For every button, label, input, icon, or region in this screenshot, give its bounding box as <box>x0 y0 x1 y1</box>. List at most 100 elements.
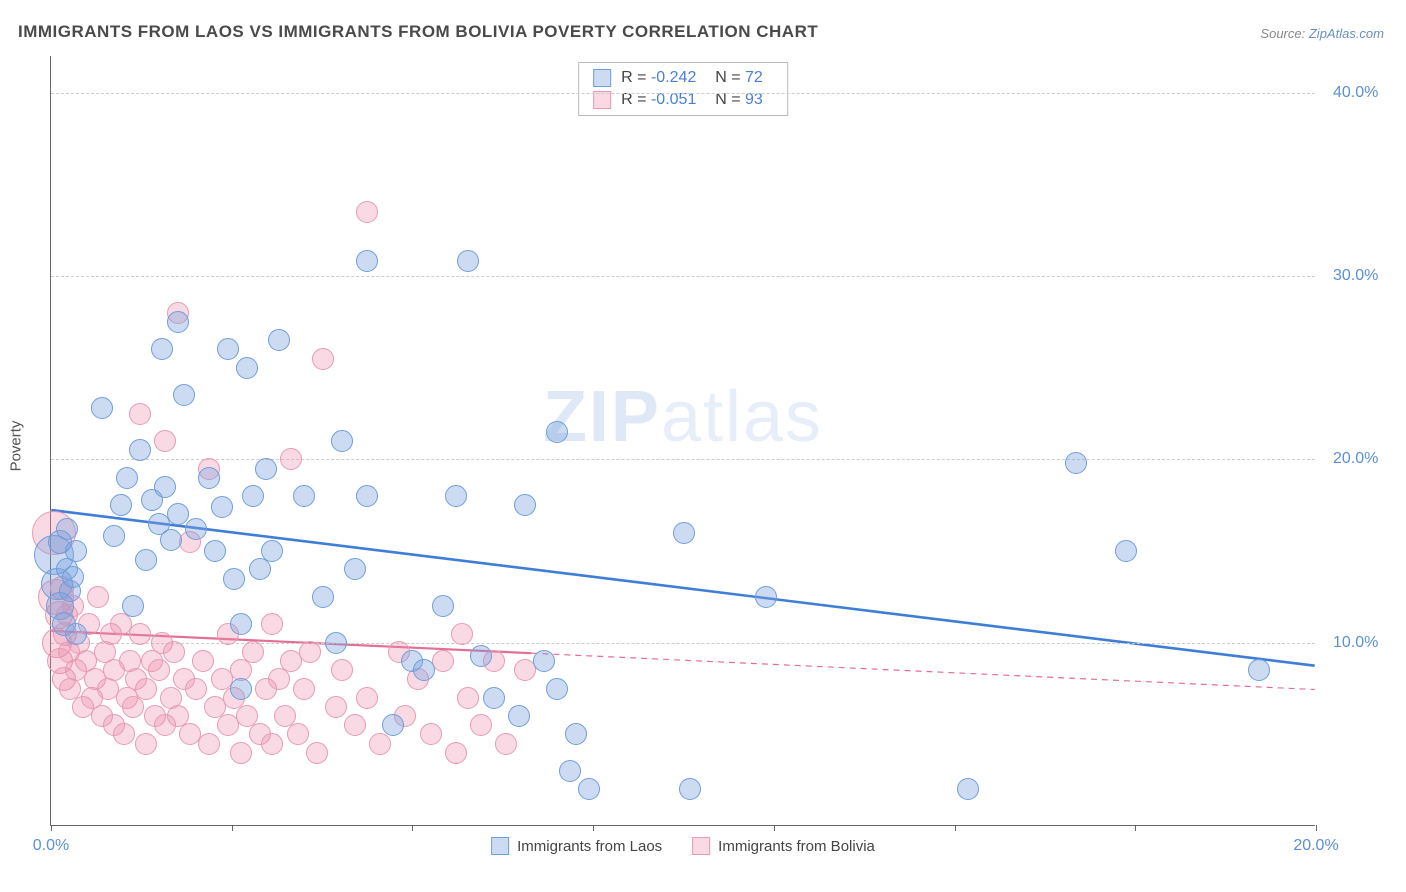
point-series-a <box>154 476 176 498</box>
point-series-a <box>546 678 568 700</box>
point-series-b <box>312 348 334 370</box>
chart-title: IMMIGRANTS FROM LAOS VS IMMIGRANTS FROM … <box>18 22 818 42</box>
x-tick <box>955 825 956 831</box>
point-series-a <box>445 485 467 507</box>
x-tick <box>1316 825 1317 831</box>
point-series-b <box>280 448 302 470</box>
correlation-stats-box: R = -0.242 N = 72R = -0.051 N = 93 <box>578 62 788 116</box>
point-series-a <box>312 586 334 608</box>
stat-row: R = -0.242 N = 72 <box>579 67 787 89</box>
point-series-a <box>242 485 264 507</box>
point-series-b <box>230 742 252 764</box>
point-series-a <box>65 623 87 645</box>
y-axis-label: Poverty <box>8 421 25 472</box>
point-series-a <box>223 568 245 590</box>
point-series-b <box>287 723 309 745</box>
point-series-b <box>122 696 144 718</box>
point-series-a <box>151 338 173 360</box>
point-series-b <box>198 733 220 755</box>
gridline <box>51 276 1315 277</box>
point-series-b <box>135 678 157 700</box>
point-series-a <box>91 397 113 419</box>
point-series-a <box>1065 452 1087 474</box>
x-tick <box>593 825 594 831</box>
point-series-b <box>261 733 283 755</box>
point-series-a <box>514 494 536 516</box>
point-series-a <box>204 540 226 562</box>
point-series-a <box>236 357 258 379</box>
point-series-b <box>306 742 328 764</box>
legend-swatch <box>593 91 611 109</box>
point-series-b <box>261 613 283 635</box>
point-series-b <box>356 687 378 709</box>
watermark: ZIPatlas <box>543 376 823 458</box>
point-series-b <box>129 623 151 645</box>
point-series-a <box>249 558 271 580</box>
point-series-b <box>192 650 214 672</box>
point-series-b <box>293 678 315 700</box>
point-series-a <box>457 250 479 272</box>
point-series-b <box>369 733 391 755</box>
point-series-a <box>160 529 182 551</box>
point-series-a <box>167 503 189 525</box>
point-series-a <box>230 678 252 700</box>
legend-swatch <box>593 69 611 87</box>
point-series-b <box>148 659 170 681</box>
point-series-a <box>679 778 701 800</box>
point-series-a <box>185 518 207 540</box>
point-series-b <box>154 430 176 452</box>
point-series-a <box>211 496 233 518</box>
point-series-b <box>242 641 264 663</box>
point-series-b <box>356 201 378 223</box>
point-series-a <box>565 723 587 745</box>
point-series-a <box>508 705 530 727</box>
x-tick <box>51 825 52 831</box>
legend-item: Immigrants from Laos <box>491 837 662 855</box>
point-series-b <box>129 403 151 425</box>
x-tick-label: 0.0% <box>33 837 69 855</box>
point-series-a <box>62 566 84 588</box>
point-series-b <box>135 733 157 755</box>
point-series-b <box>113 723 135 745</box>
point-series-a <box>198 467 220 489</box>
point-series-a <box>957 778 979 800</box>
point-series-a <box>129 439 151 461</box>
point-series-b <box>495 733 517 755</box>
gridline <box>51 459 1315 460</box>
point-series-a <box>382 714 404 736</box>
point-series-a <box>110 494 132 516</box>
point-series-a <box>356 485 378 507</box>
point-series-a <box>103 525 125 547</box>
point-series-a <box>255 458 277 480</box>
legend-label: Immigrants from Laos <box>517 838 662 855</box>
y-tick-label: 30.0% <box>1333 267 1378 285</box>
source-attribution: Source: ZipAtlas.com <box>1260 26 1384 41</box>
point-series-a <box>483 687 505 709</box>
point-series-a <box>546 421 568 443</box>
point-series-b <box>470 714 492 736</box>
point-series-a <box>755 586 777 608</box>
point-series-a <box>432 595 454 617</box>
point-series-a <box>470 645 492 667</box>
point-series-a <box>356 250 378 272</box>
point-series-b <box>325 696 347 718</box>
point-series-a <box>268 329 290 351</box>
legend-item: Immigrants from Bolivia <box>692 837 875 855</box>
point-series-b <box>331 659 353 681</box>
plot-area: ZIPatlas R = -0.242 N = 72R = -0.051 N =… <box>50 56 1315 826</box>
x-tick-label: 20.0% <box>1293 837 1338 855</box>
x-tick <box>232 825 233 831</box>
point-series-a <box>65 540 87 562</box>
x-tick <box>774 825 775 831</box>
point-series-b <box>185 678 207 700</box>
point-series-a <box>344 558 366 580</box>
point-series-b <box>344 714 366 736</box>
y-tick-label: 40.0% <box>1333 84 1378 102</box>
point-series-a <box>673 522 695 544</box>
gridline <box>51 93 1315 94</box>
point-series-a <box>173 384 195 406</box>
legend-swatch <box>491 837 509 855</box>
point-series-a <box>261 540 283 562</box>
point-series-a <box>230 613 252 635</box>
point-series-a <box>533 650 555 672</box>
